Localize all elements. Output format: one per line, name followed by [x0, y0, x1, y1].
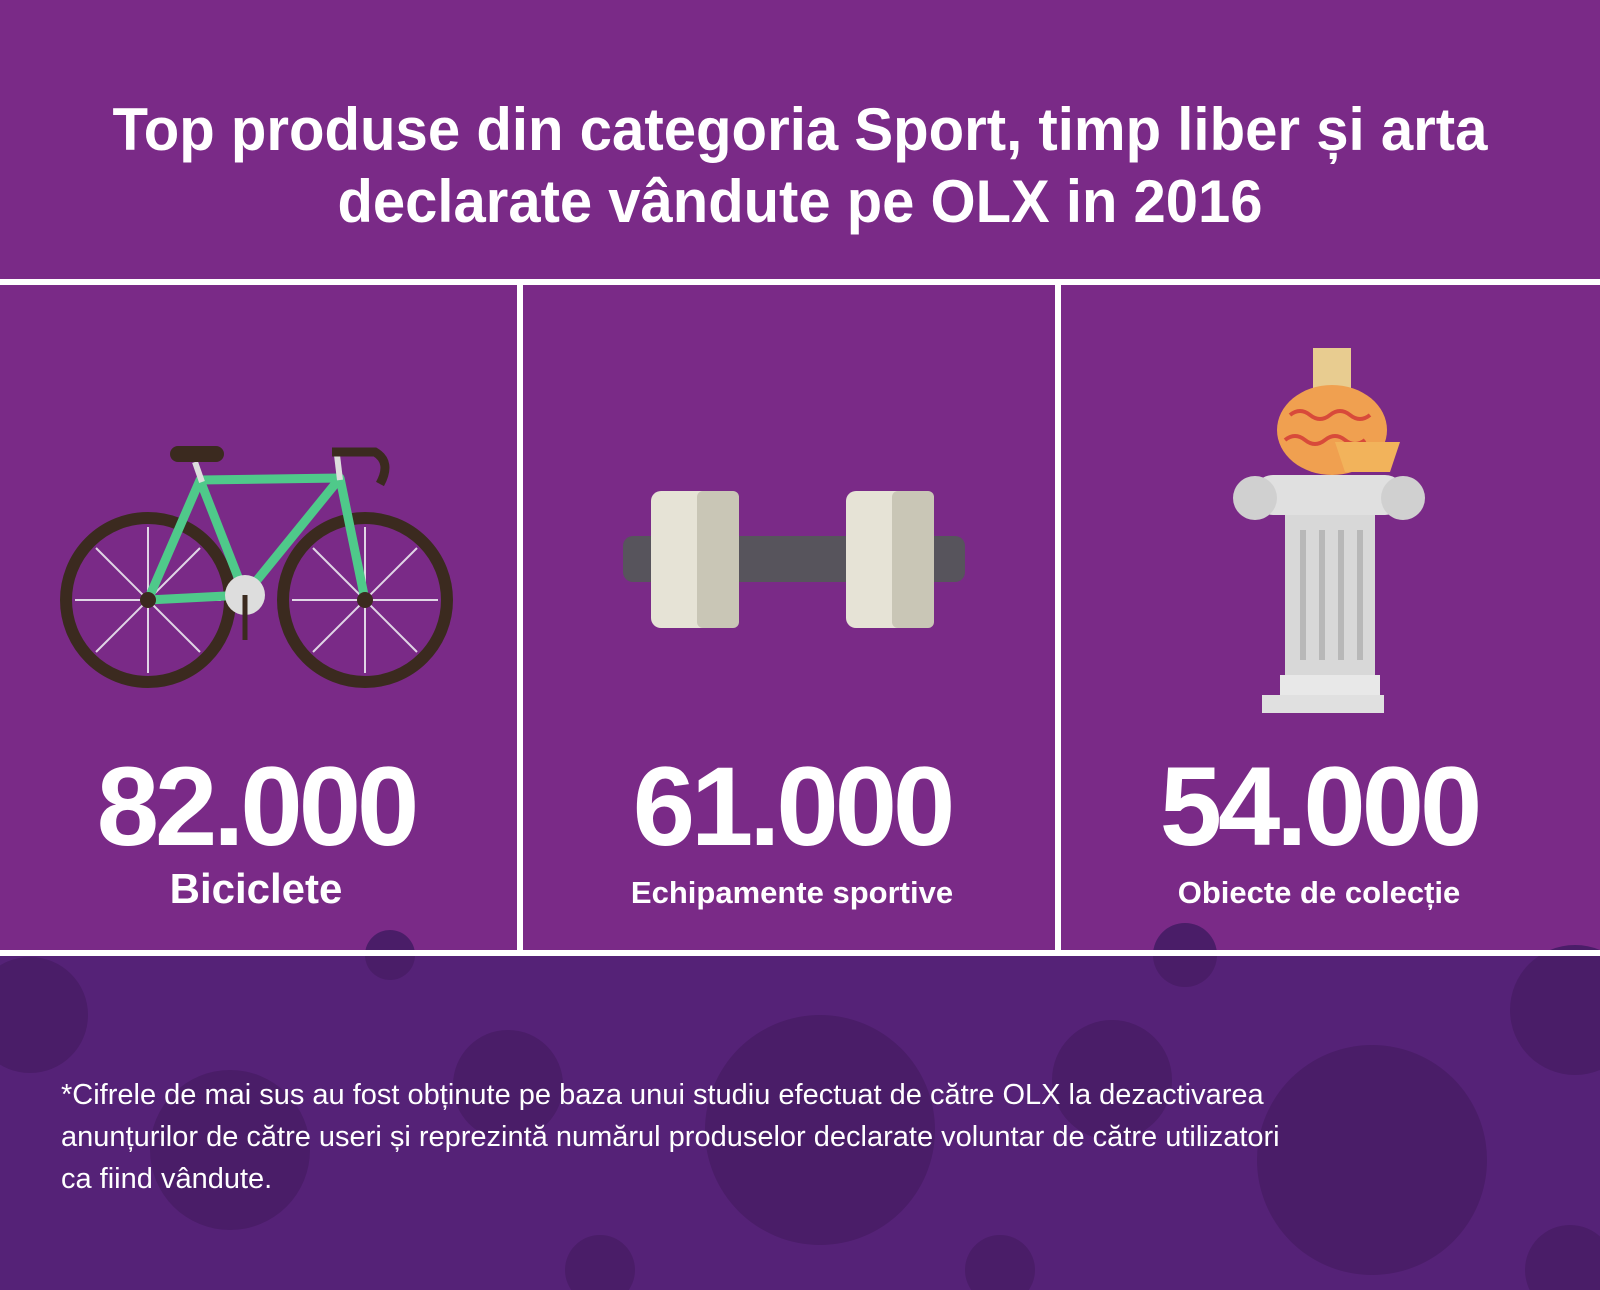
item-value: 61.000: [633, 744, 952, 869]
bicycle-icon: [60, 446, 453, 688]
decor-circles: [0, 923, 1600, 1290]
item-label: Obiecte de colecție: [1178, 875, 1461, 910]
item-label: Echipamente sportive: [631, 875, 953, 910]
divider-lines: [0, 279, 1600, 956]
footnote-line: *Cifrele de mai sus au fost obținute pe …: [61, 1079, 1264, 1111]
column-icon: [1233, 348, 1425, 713]
footnote-line: anunțurilor de către useri și reprezintă…: [61, 1121, 1280, 1153]
item-label: Biciclete: [170, 865, 343, 912]
title-line: declarate vândute pe OLX in 2016: [338, 168, 1263, 235]
title-line: Top produse din categoria Sport, timp li…: [113, 96, 1489, 164]
dumbbell-icon: [623, 491, 965, 628]
footnote-line: ca fiind vândute.: [61, 1163, 272, 1195]
item-value: 54.000: [1160, 744, 1479, 869]
item-value: 82.000: [97, 744, 416, 869]
